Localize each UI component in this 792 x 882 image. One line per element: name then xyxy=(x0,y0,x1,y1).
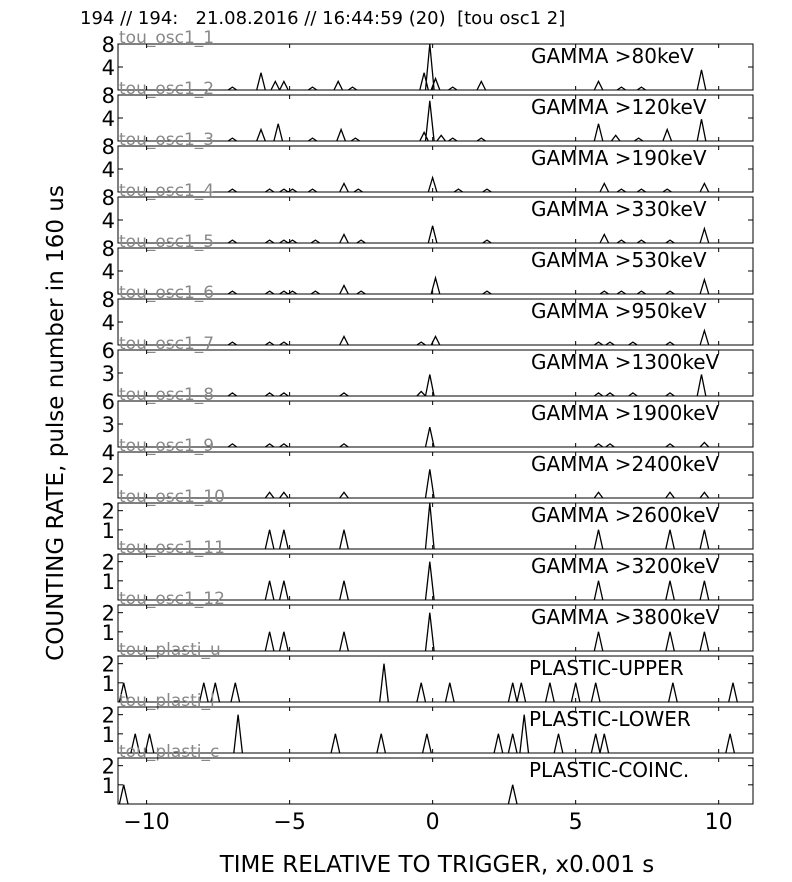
y-tick-label: 2 xyxy=(102,755,115,779)
series-line xyxy=(227,100,707,142)
channel-label: tou_osc1_10 xyxy=(119,487,225,507)
series-line xyxy=(227,275,710,295)
series-line xyxy=(227,43,707,91)
panel-frame xyxy=(117,553,754,601)
y-tick-label: 2 xyxy=(102,464,115,488)
channel-label: tou_osc1_7 xyxy=(119,334,214,354)
channel-label: tou_osc1_9 xyxy=(119,436,214,456)
series-line xyxy=(227,175,710,193)
series-line xyxy=(264,469,710,499)
y-tick-label: 8 xyxy=(102,237,115,261)
channel-label: tou_plasti_c xyxy=(119,742,219,762)
panel-title: PLASTIC-UPPER xyxy=(529,656,684,680)
panel-title: PLASTIC-LOWER xyxy=(529,707,691,731)
panel-title: GAMMA >190keV xyxy=(531,146,707,170)
series-line xyxy=(118,663,738,703)
y-tick-label: 8 xyxy=(102,288,115,312)
header-text: 194 // 194: 21.08.2016 // 16:44:59 (20) … xyxy=(80,8,566,29)
y-tick-label: 1 xyxy=(102,774,115,798)
y-tick-label: 6 xyxy=(102,390,115,414)
channel-label: tou_osc1_5 xyxy=(119,232,214,252)
x-tick-label: 10 xyxy=(705,810,733,835)
series-line xyxy=(264,502,710,550)
y-tick-label: 4 xyxy=(102,158,115,182)
channel-label: tou_osc1_2 xyxy=(119,79,214,99)
y-tick-label: 3 xyxy=(102,413,115,437)
panel-title: PLASTIC-COINC. xyxy=(529,758,689,782)
y-tick-label: 8 xyxy=(102,84,115,108)
y-tick-label: 8 xyxy=(102,33,115,57)
panel-title: GAMMA >3200keV xyxy=(531,554,720,578)
y-tick-label: 1 xyxy=(102,519,115,543)
channel-label: tou_plasti_l xyxy=(119,691,215,711)
y-tick-label: 3 xyxy=(102,362,115,386)
panel-title: GAMMA >950keV xyxy=(531,299,707,323)
y-tick-label: 8 xyxy=(102,186,115,210)
y-tick-label: 1 xyxy=(102,621,115,645)
panel-title: GAMMA >3800keV xyxy=(531,605,720,629)
series-line xyxy=(264,561,710,601)
series-line xyxy=(227,374,707,397)
panel-title: GAMMA >530keV xyxy=(531,248,707,272)
y-tick-label: 2 xyxy=(102,704,115,728)
series-line xyxy=(227,328,710,346)
y-tick-label: 6 xyxy=(102,339,115,363)
panel-frame xyxy=(117,757,754,805)
series-line xyxy=(227,426,710,448)
y-tick-label: 4 xyxy=(102,441,115,465)
panel-title: GAMMA >2400keV xyxy=(531,452,720,476)
channel-label: tou_osc1_1 xyxy=(119,28,214,48)
y-tick-label: 2 xyxy=(102,653,115,677)
channel-label: tou_osc1_6 xyxy=(119,283,214,303)
series-line xyxy=(227,225,710,244)
channel-label: tou_osc1_4 xyxy=(119,181,214,201)
y-tick-label: 1 xyxy=(102,723,115,747)
panel-title: GAMMA >1300keV xyxy=(531,350,720,374)
y-tick-label: 1 xyxy=(102,672,115,696)
y-tick-label: 4 xyxy=(102,260,115,284)
panel-title: GAMMA >1900keV xyxy=(531,401,720,425)
channel-label: tou_osc1_11 xyxy=(119,538,225,558)
panel-frame xyxy=(117,655,754,703)
panel-frame xyxy=(117,502,754,550)
channel-label: tou_osc1_12 xyxy=(119,589,225,609)
panel-title: GAMMA >80keV xyxy=(531,44,694,68)
y-tick-label: 2 xyxy=(102,551,115,575)
x-tick-label: −10 xyxy=(123,810,169,835)
x-tick-label: 0 xyxy=(426,810,440,835)
y-tick-label: 4 xyxy=(102,311,115,335)
panel-frame xyxy=(117,706,754,754)
series-line xyxy=(264,612,710,652)
panel-title: GAMMA >330keV xyxy=(531,197,707,221)
panel-title: GAMMA >2600keV xyxy=(531,503,720,527)
y-tick-label: 2 xyxy=(102,602,115,626)
channel-label: tou_osc1_8 xyxy=(119,385,214,405)
series-line xyxy=(118,784,518,805)
x-tick-label: −5 xyxy=(273,810,305,835)
y-tick-label: 4 xyxy=(102,107,115,131)
x-tick-label: 5 xyxy=(569,810,583,835)
y-tick-label: 4 xyxy=(102,56,115,80)
y-tick-label: 4 xyxy=(102,209,115,233)
x-axis-label: TIME RELATIVE TO TRIGGER, x0.001 s xyxy=(219,852,655,878)
y-tick-label: 2 xyxy=(102,500,115,524)
series-line xyxy=(130,714,736,754)
y-tick-label: 1 xyxy=(102,570,115,594)
panel-frame xyxy=(117,604,754,652)
channel-label: tou_plasti_u xyxy=(119,640,221,660)
panel-title: GAMMA >120keV xyxy=(531,95,707,119)
y-axis-label: COUNTING RATE, pulse number in 160 us xyxy=(43,185,69,661)
y-tick-label: 8 xyxy=(102,135,115,159)
channel-label: tou_osc1_3 xyxy=(119,130,214,150)
